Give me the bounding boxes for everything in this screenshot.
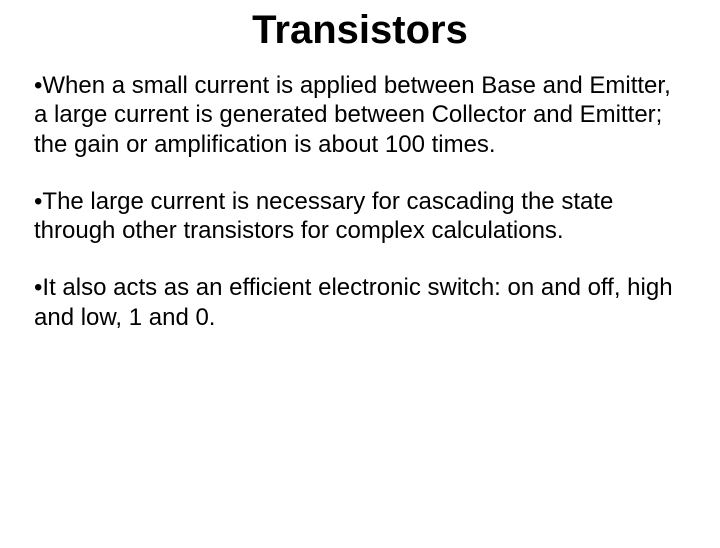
bullet-text: It also acts as an efficient electronic … bbox=[34, 274, 673, 330]
bullet-item: •It also acts as an efficient electronic… bbox=[34, 273, 680, 332]
slide-body: •When a small current is applied between… bbox=[0, 71, 720, 332]
bullet-item: •When a small current is applied between… bbox=[34, 71, 680, 159]
bullet-text: When a small current is applied between … bbox=[34, 72, 671, 158]
bullet-item: •The large current is necessary for casc… bbox=[34, 187, 680, 246]
slide-title: Transistors bbox=[0, 8, 720, 53]
slide-container: Transistors •When a small current is app… bbox=[0, 8, 720, 548]
bullet-text: The large current is necessary for casca… bbox=[34, 188, 613, 244]
